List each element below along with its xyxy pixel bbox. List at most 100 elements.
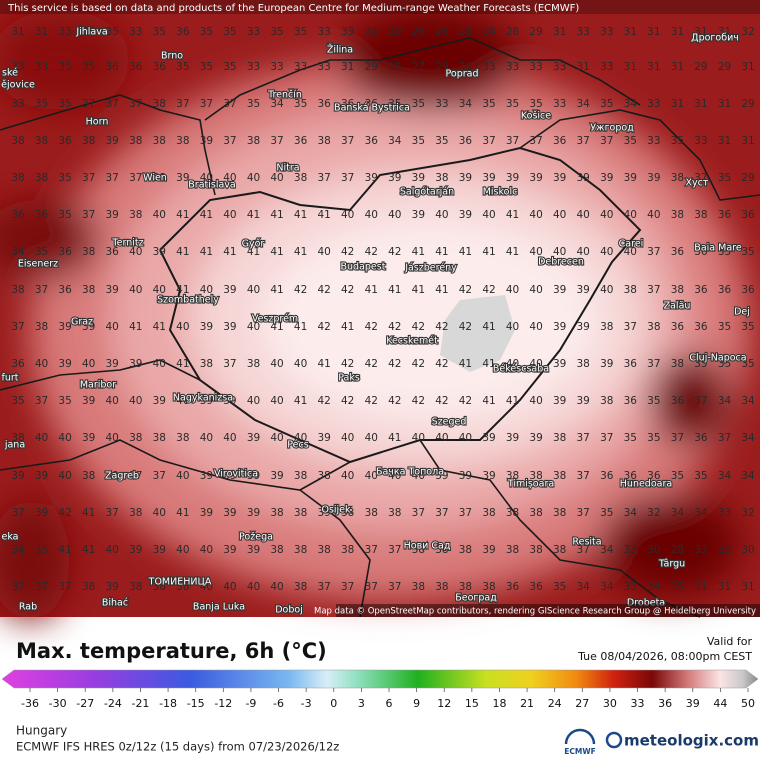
grid-value: 37	[11, 581, 24, 593]
city-label: Resita	[572, 537, 601, 548]
grid-value: 35	[718, 321, 731, 333]
grid-value: 31	[35, 26, 48, 38]
grid-value: 40	[223, 432, 236, 444]
grid-value: 35	[671, 581, 684, 593]
grid-value: 38	[153, 432, 166, 444]
grid-value: 37	[35, 284, 48, 296]
grid-value: 37	[647, 284, 660, 296]
grid-value: 40	[506, 321, 519, 333]
grid-value: 31	[553, 26, 566, 38]
grid-value: 36	[741, 209, 755, 221]
grid-value: 41	[294, 246, 307, 258]
grid-value: 40	[270, 581, 283, 593]
grid-value: 33	[647, 135, 660, 147]
grid-value: 38	[35, 321, 48, 333]
grid-value: 37	[11, 321, 24, 333]
grid-value: 38	[506, 470, 519, 482]
grid-value: 38	[482, 507, 495, 519]
grid-value: 40	[106, 432, 119, 444]
city-label: Békéscsaba	[493, 364, 549, 375]
city-label: Pécs	[287, 440, 308, 451]
border-hungary	[159, 146, 642, 464]
grid-value: 37	[11, 507, 24, 519]
grid-value: 36	[506, 581, 520, 593]
grid-value: 41	[82, 544, 95, 556]
grid-value: 30	[741, 544, 754, 556]
grid-value: 40	[129, 284, 142, 296]
grid-value: 37	[129, 172, 142, 184]
grid-value: 36	[741, 284, 755, 296]
grid-value: 35	[82, 61, 95, 73]
grid-value: 39	[553, 358, 566, 370]
grid-value: 33	[647, 98, 660, 110]
grid-value: 42	[412, 321, 425, 333]
colorbar-tick-label: -12	[214, 697, 232, 710]
grid-value: 37	[317, 581, 330, 593]
grid-value: 39	[129, 358, 142, 370]
grid-value: 39	[58, 358, 71, 370]
region: Hungary	[16, 724, 67, 738]
grid-value: 40	[176, 321, 189, 333]
grid-value: 38	[435, 172, 448, 184]
grid-value: 42	[435, 395, 448, 407]
city-label: ské	[2, 68, 18, 79]
grid-value: 39	[223, 544, 236, 556]
city-label: Rab	[19, 602, 37, 613]
grid-value: 41	[294, 209, 307, 221]
grid-value: 38	[153, 581, 166, 593]
grid-value: 41	[506, 246, 519, 258]
grid-value: 40	[176, 544, 189, 556]
grid-value: 28	[412, 26, 425, 38]
grid-value: 38	[317, 544, 330, 556]
grid-value: 39	[129, 544, 142, 556]
city-label: Budapest	[341, 262, 386, 273]
grid-value: 42	[459, 321, 472, 333]
grid-value: 38	[600, 395, 613, 407]
grid-value: 35	[647, 432, 660, 444]
grid-value: 37	[412, 507, 425, 519]
grid-value: 33	[11, 98, 24, 110]
grid-value: 36	[624, 395, 638, 407]
grid-value: 34	[11, 544, 25, 556]
grid-value: 38	[82, 284, 95, 296]
city-label: Brno	[161, 51, 183, 62]
grid-value: 29	[388, 26, 401, 38]
grid-value: 32	[741, 507, 754, 519]
grid-value: 35	[718, 246, 731, 258]
grid-value: 40	[482, 209, 495, 221]
grid-value: 35	[506, 98, 519, 110]
grid-value: 40	[553, 246, 566, 258]
grid-value: 39	[153, 544, 166, 556]
grid-value: 40	[223, 172, 236, 184]
grid-value: 38	[671, 284, 684, 296]
grid-value: 36	[671, 395, 685, 407]
colorbar-tick-label: 30	[603, 697, 617, 710]
grid-value: 40	[106, 395, 119, 407]
grid-value: 35	[741, 246, 754, 258]
grid-value: 42	[388, 395, 401, 407]
grid-value: 35	[200, 26, 213, 38]
grid-value: 36	[624, 358, 638, 370]
grid-value: 39	[200, 321, 213, 333]
colorbar-tick-label: 12	[437, 697, 451, 710]
grid-value: 40	[647, 209, 660, 221]
grid-value: 33	[294, 61, 307, 73]
grid-value: 38	[153, 135, 166, 147]
grid-value: 40	[553, 209, 566, 221]
grid-value: 31	[741, 581, 754, 593]
grid-value: 37	[577, 135, 590, 147]
grid-value: 35	[412, 98, 425, 110]
grid-value: 42	[412, 358, 425, 370]
grid-value: 40	[412, 432, 425, 444]
grid-value: 39	[317, 507, 330, 519]
grid-value: 37	[35, 395, 48, 407]
grid-value: 42	[294, 284, 307, 296]
grid-value: 37	[694, 395, 707, 407]
grid-value: 29	[529, 26, 542, 38]
grid-value: 39	[482, 544, 495, 556]
grid-value: 36	[58, 246, 72, 258]
colorbar-tick-label: -27	[76, 697, 94, 710]
city-label: Timișoara	[507, 479, 554, 490]
grid-value: 40	[247, 581, 260, 593]
grid-value: 41	[482, 358, 495, 370]
